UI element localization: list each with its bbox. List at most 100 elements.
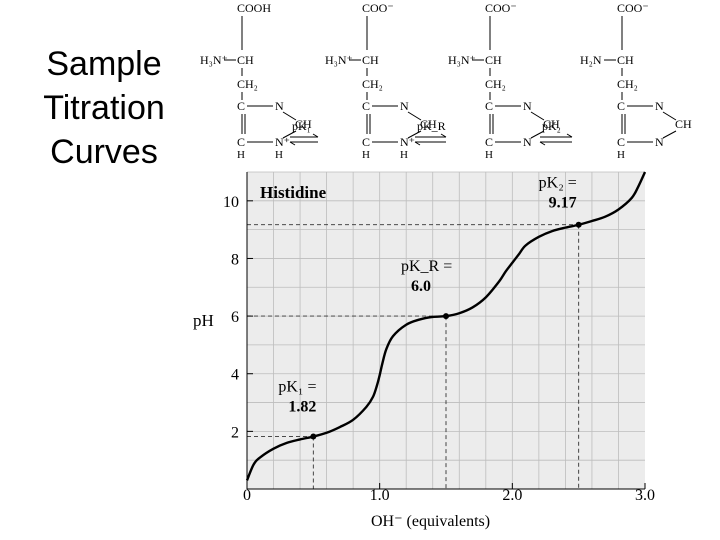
ring-hydrogen: H: [362, 149, 370, 161]
ring-atom: C: [485, 135, 493, 149]
axes: [246, 172, 645, 490]
x-tick-labels: 0 1.0 2.0 3.0: [243, 483, 655, 504]
slide-title-line-3: Curves: [50, 133, 158, 171]
beta-carbon: CH₂: [362, 77, 383, 91]
bond: [530, 130, 545, 139]
amino-group: H₂N: [580, 53, 602, 67]
x-tick-label: 2.0: [502, 487, 522, 504]
y-axis-label: pH: [193, 311, 214, 330]
ring-hydrogen: H: [275, 149, 283, 161]
ring-atom: N⁺: [400, 135, 415, 149]
reverse-arrowhead: [539, 141, 546, 146]
ring-atom: N: [523, 135, 532, 149]
x-tick-label: 1.0: [370, 487, 390, 504]
bond: [407, 111, 422, 121]
pk-arrow-label: pK_R: [417, 119, 446, 133]
ring-atom: CH: [420, 117, 437, 131]
amino-group: H₃N⁺: [325, 53, 353, 67]
carboxyl-group: COO⁻: [362, 1, 394, 15]
species-structure: COO⁻ H₂N CH CH₂ C N CH C N H: [580, 1, 692, 161]
slide-title: Sample Titration Curves: [18, 42, 190, 174]
bond: [662, 130, 677, 139]
ring-atom: CH: [675, 117, 692, 131]
x-tick-label: 3.0: [635, 487, 655, 504]
alpha-carbon: CH: [617, 53, 634, 67]
bond: [282, 111, 297, 121]
chart-title: Histidine: [260, 183, 327, 202]
pk-label-line: 6.0: [411, 278, 431, 295]
reverse-arrowhead: [414, 141, 421, 146]
x-axis-label: OH⁻ (equivalents): [371, 513, 490, 530]
slide-title-line-2: Titration: [43, 89, 165, 127]
ring-atom: C: [485, 99, 493, 113]
ring-atom: C: [617, 99, 625, 113]
carboxyl-group: COO⁻: [485, 1, 517, 15]
ring-atom: CH: [543, 117, 560, 131]
pk-labels: pK₁ = 1.82 pK_R = 6.0 pK₂ = 9.17: [278, 175, 576, 416]
y-tick-labels: 2 4 6 8 10: [223, 194, 253, 441]
y-tick-label: 10: [223, 194, 239, 211]
equilibrium-arrow: pK₁: [289, 119, 319, 146]
pk-label-line: pK_R =: [401, 258, 452, 275]
forward-arrowhead: [566, 133, 573, 138]
carboxyl-group: COO⁻: [617, 1, 649, 15]
titration-curve: [245, 171, 647, 481]
carboxyl-group: COOH: [237, 1, 271, 15]
y-tick-label: 8: [231, 251, 239, 268]
y-tick-label: 6: [231, 309, 239, 326]
forward-arrowhead: [440, 133, 447, 138]
beta-carbon: CH₂: [237, 77, 258, 91]
ring-atom: N: [523, 99, 532, 113]
ring-atom: N⁺: [275, 135, 290, 149]
pk-label-line: pK₂ =: [539, 175, 577, 192]
beta-carbon: CH₂: [617, 77, 638, 91]
bond: [282, 130, 297, 139]
ring-atom: C: [362, 99, 370, 113]
bond: [407, 130, 422, 139]
amino-group: H₃N⁺: [448, 53, 476, 67]
ring-atom: N: [275, 99, 284, 113]
ring-hydrogen: H: [617, 149, 625, 161]
y-tick-label: 4: [231, 367, 239, 384]
ring-atom: CH: [295, 117, 312, 131]
beta-carbon: CH₂: [485, 77, 506, 91]
pk-label-line: pK₁ =: [278, 379, 316, 396]
pk-arrow-label: pK₂: [542, 119, 561, 133]
titration-chart: 0 1.0 2.0 3.0 2 4 6 8 10 Histidine pH OH⁻ (equi…: [193, 171, 655, 530]
ring-atom: C: [617, 135, 625, 149]
bond: [662, 111, 677, 121]
ring-hydrogen: H: [400, 149, 408, 161]
ring-atom: C: [362, 135, 370, 149]
pk-points: [310, 221, 582, 440]
ring-atom: N: [400, 99, 409, 113]
slide-title-line-1: Sample: [46, 45, 162, 83]
reverse-arrowhead: [289, 141, 296, 146]
pk-label-line: 1.82: [288, 399, 316, 416]
ring-hydrogen: H: [485, 149, 493, 161]
ring-hydrogen: H: [237, 149, 245, 161]
forward-arrowhead: [312, 133, 319, 138]
ring-atom: C: [237, 135, 245, 149]
pk-label-line: 9.17: [549, 195, 577, 212]
pk-point: [443, 313, 449, 320]
alpha-carbon: CH: [362, 53, 379, 67]
equilibrium-arrow: pK₂: [539, 119, 573, 146]
ring-atom: C: [237, 99, 245, 113]
pk-guide-lines: [247, 224, 580, 489]
pk-arrow-label: pK₁: [292, 119, 311, 133]
alpha-carbon: CH: [237, 53, 254, 67]
pk-point: [310, 433, 317, 440]
ring-atom: N: [655, 135, 664, 149]
bond: [530, 111, 545, 121]
ring-atom: N: [655, 99, 664, 113]
alpha-carbon: CH: [485, 53, 502, 67]
amino-group: H₃N⁺: [200, 53, 228, 67]
x-tick-label: 0: [243, 487, 251, 504]
pk-point: [575, 221, 582, 228]
species-structure: COO⁻ H₃N⁺ CH CH₂ C N CH C N H: [448, 1, 560, 161]
y-tick-label: 2: [231, 424, 239, 441]
